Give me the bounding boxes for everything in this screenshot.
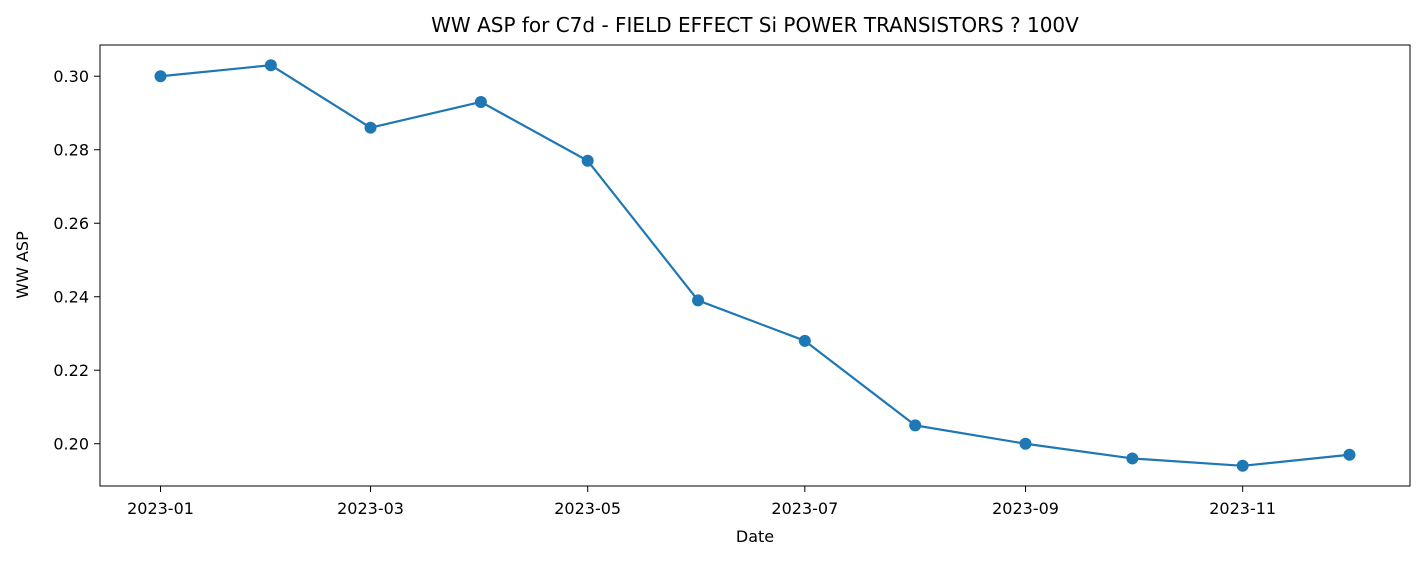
x-tick-label: 2023-03 — [337, 499, 404, 518]
series-line — [159, 64, 1351, 467]
x-axis-label: Date — [736, 527, 774, 546]
x-tick-label: 2023-11 — [1209, 499, 1276, 518]
data-point — [264, 59, 277, 72]
y-tick-label: 0.22 — [53, 361, 89, 380]
y-axis-label: WW ASP — [13, 231, 32, 299]
x-tick-label: 2023-01 — [127, 499, 194, 518]
data-point — [692, 294, 705, 307]
x-axis: 2023-01 2023-03 2023-05 2023-07 2023-09 2023-… — [127, 486, 1276, 518]
data-point — [364, 121, 377, 134]
data-point — [1019, 437, 1032, 450]
x-tick-label: 2023-07 — [771, 499, 838, 518]
x-tick-label: 2023-09 — [992, 499, 1059, 518]
y-tick-label: 0.30 — [53, 67, 89, 86]
series-ww-asp — [154, 59, 1356, 472]
y-tick-label: 0.28 — [53, 141, 89, 160]
data-point — [474, 95, 487, 108]
y-tick-label: 0.20 — [53, 435, 89, 454]
data-point — [909, 419, 922, 432]
plot-area — [99, 44, 1411, 487]
data-point — [581, 154, 594, 167]
data-point — [154, 70, 167, 83]
y-tick-label: 0.26 — [53, 214, 89, 233]
data-point — [1236, 459, 1249, 472]
chart-title: WW ASP for C7d - FIELD EFFECT Si POWER T… — [431, 13, 1079, 37]
data-point — [798, 334, 811, 347]
data-point — [1343, 448, 1356, 461]
y-axis: 0.20 0.22 0.24 0.26 0.28 0.30 — [53, 67, 100, 454]
x-tick-label: 2023-05 — [554, 499, 621, 518]
data-point — [1126, 452, 1139, 465]
y-tick-label: 0.24 — [53, 288, 89, 307]
